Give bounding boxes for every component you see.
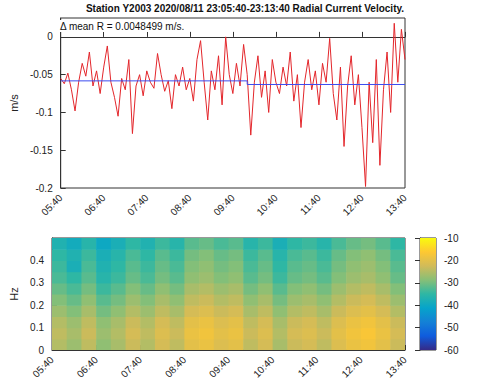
svg-text:0.3: 0.3 [30, 277, 44, 288]
svg-text:0: 0 [38, 345, 44, 356]
svg-text:07:40: 07:40 [119, 354, 145, 380]
svg-text:-30: -30 [444, 277, 459, 288]
svg-text:10:40: 10:40 [251, 354, 277, 380]
svg-text:-20: -20 [444, 255, 459, 266]
svg-text:11:40: 11:40 [298, 192, 323, 217]
svg-text:Station Y2003 2020/08/11 23:05: Station Y2003 2020/08/11 23:05:40-23:13:… [86, 3, 404, 14]
svg-text:13:40: 13:40 [383, 192, 409, 218]
svg-text:11:40: 11:40 [296, 354, 321, 379]
svg-text:06:40: 06:40 [82, 192, 108, 218]
svg-text:06:40: 06:40 [75, 354, 101, 380]
svg-text:05:40: 05:40 [39, 192, 65, 218]
svg-text:05:40: 05:40 [30, 354, 56, 380]
svg-text:m/s: m/s [8, 94, 20, 112]
svg-text:-0.15: -0.15 [30, 145, 53, 156]
svg-text:Δ mean R = 0.0048499 m/s.: Δ mean R = 0.0048499 m/s. [60, 21, 184, 32]
svg-text:0.4: 0.4 [30, 255, 44, 266]
svg-text:0: 0 [47, 31, 53, 42]
svg-text:-10: -10 [444, 233, 459, 244]
svg-text:-40: -40 [444, 300, 459, 311]
svg-text:-0.2: -0.2 [35, 183, 53, 194]
svg-text:-60: -60 [444, 345, 459, 356]
svg-text:09:40: 09:40 [211, 192, 237, 218]
svg-text:12:40: 12:40 [340, 192, 366, 218]
svg-text:08:40: 08:40 [163, 354, 189, 380]
svg-text:Hz: Hz [8, 287, 20, 300]
svg-text:0.2: 0.2 [30, 300, 44, 311]
svg-text:07:40: 07:40 [125, 192, 151, 218]
svg-text:08:40: 08:40 [168, 192, 194, 218]
svg-text:-0.05: -0.05 [30, 69, 53, 80]
svg-text:0.1: 0.1 [30, 322, 44, 333]
svg-text:12:40: 12:40 [339, 354, 365, 380]
svg-text:10:40: 10:40 [254, 192, 280, 218]
svg-text:13:40: 13:40 [383, 354, 409, 380]
svg-text:09:40: 09:40 [207, 354, 233, 380]
svg-text:-0.1: -0.1 [35, 107, 53, 118]
svg-text:-50: -50 [444, 322, 459, 333]
